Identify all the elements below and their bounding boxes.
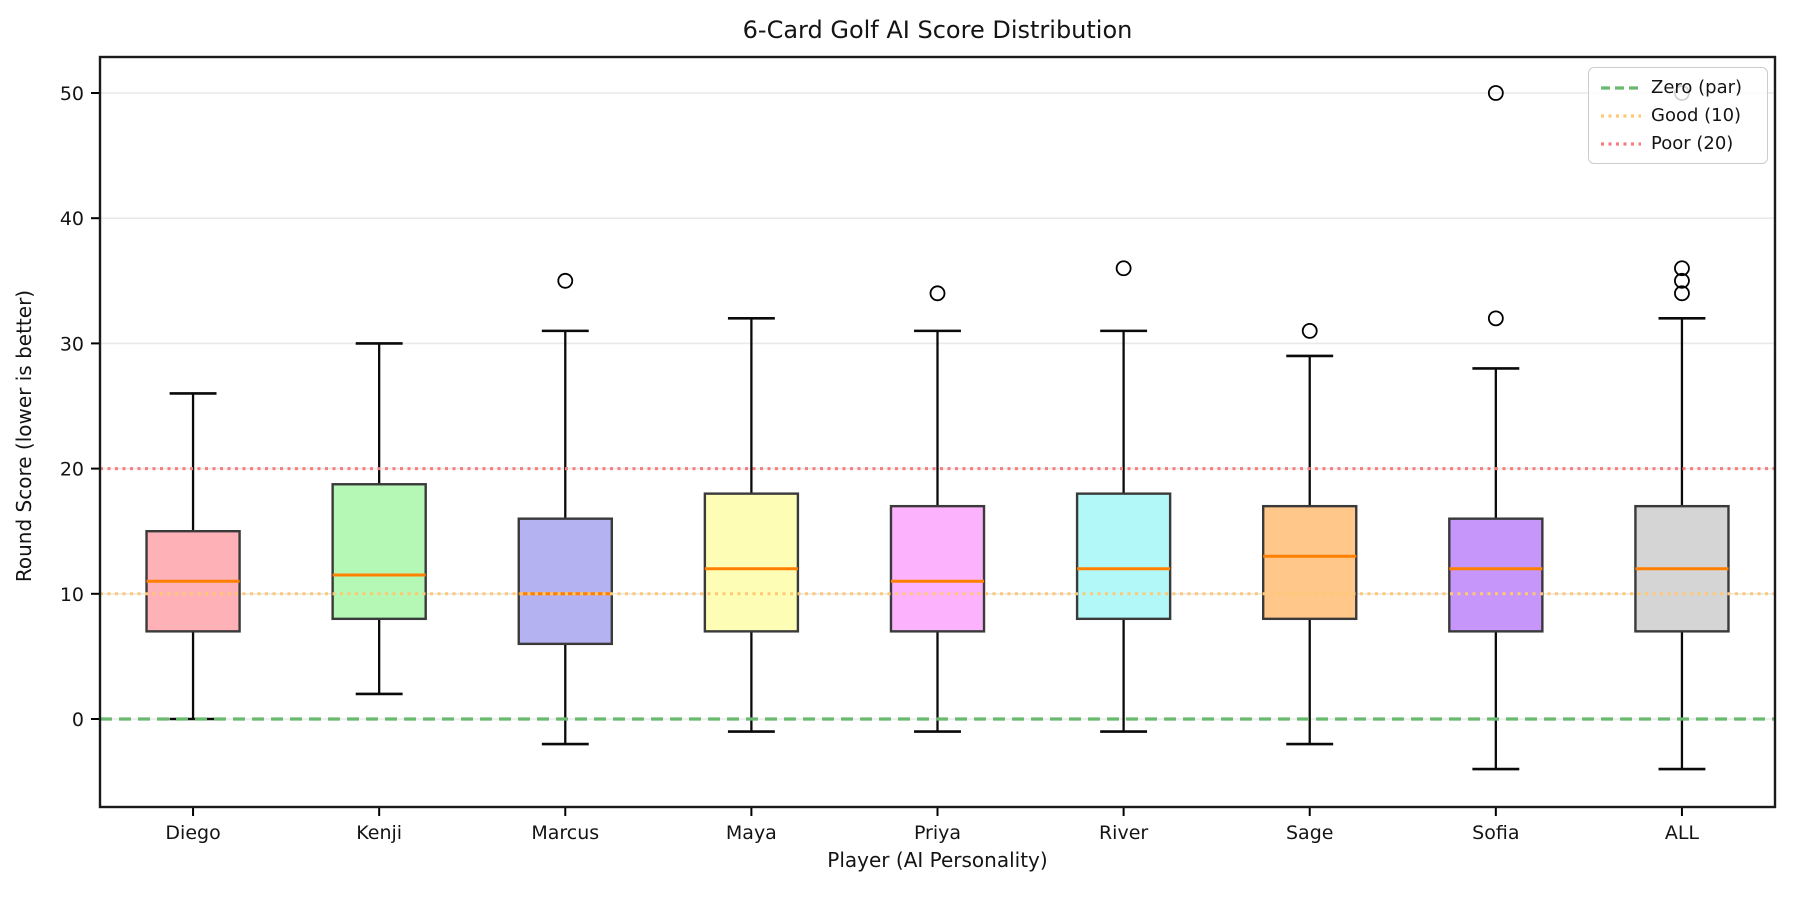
box-group-Diego [145,392,241,721]
poor-20-dotted-line-icon [1601,141,1641,146]
xtick-label-Kenji: Kenji [356,822,402,844]
outlier-ALL-34 [1674,285,1690,302]
outlier-Priya-34 [929,285,946,302]
iqr-box-Maya [703,492,800,633]
legend-label-poor-20: Poor (20) [1651,133,1734,154]
ytick-label-30: 30 [60,333,84,355]
ytick-label-50: 50 [60,83,84,105]
legend-label-zero-par: Zero (par) [1651,77,1743,98]
box-group-Sage [1261,322,1358,746]
ytick-label-0: 0 [72,709,84,731]
chart-title: 6-Card Golf AI Score Distribution [742,16,1133,44]
xtick-label-ALL: ALL [1665,822,1700,844]
outlier-Sofia-32 [1487,310,1504,327]
xtick-label-River: River [1099,822,1148,844]
iqr-box-River [1075,492,1172,621]
xtick-label-Maya: Maya [726,822,777,844]
legend: Zero (par) Good (10) Poor (20) [1588,67,1768,164]
xtick-label-Sofia: Sofia [1472,822,1519,844]
outlier-Sage-31 [1301,322,1318,339]
outlier-Sofia-50 [1487,85,1504,101]
legend-item-poor-20: Poor (20) [1599,133,1757,154]
outlier-River-36 [1115,260,1132,277]
xtick-label-Marcus: Marcus [531,822,599,844]
box-group-ALL [1634,85,1730,771]
box-group-Marcus [517,272,614,746]
iqr-box-Priya [889,504,986,633]
x-axis-label: Player (AI Personality) [827,848,1048,872]
legend-item-zero-par: Zero (par) [1599,77,1757,98]
iqr-box-Sofia [1448,517,1544,633]
good-10-dotted-line-icon [1601,113,1641,118]
ytick-label-20: 20 [60,459,84,481]
legend-label-good-10: Good (10) [1651,105,1742,126]
box-group-Priya [889,285,986,733]
iqr-box-Marcus [517,517,614,646]
outlier-ALL-36 [1674,260,1690,277]
outlier-Marcus-35 [557,272,574,289]
box-group-Maya [703,317,800,733]
box-group-Kenji [331,342,427,696]
ytick-label-10: 10 [60,584,84,606]
outlier-ALL-35 [1674,272,1690,289]
xtick-label-Diego: Diego [165,822,220,844]
ytick-label-40: 40 [60,208,84,230]
iqr-box-Kenji [331,483,427,621]
axes-border [98,55,1777,809]
zero-par-dashed-line-icon [1601,85,1641,90]
legend-item-good-10: Good (10) [1599,105,1757,126]
box-group-Sofia [1448,85,1544,771]
iqr-box-Sage [1261,504,1358,621]
xtick-label-Sage: Sage [1286,822,1333,844]
xtick-label-Priya: Priya [914,822,961,844]
box-group-River [1075,260,1172,733]
